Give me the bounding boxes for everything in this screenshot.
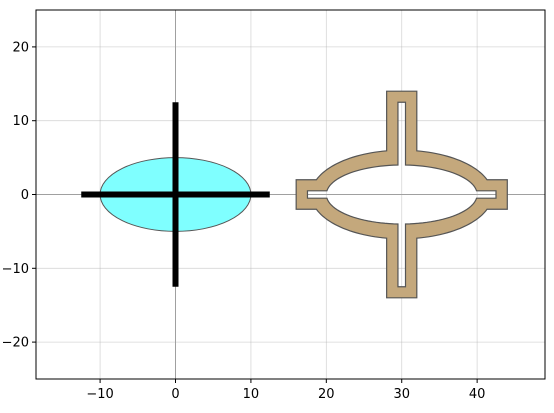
y-tick-label: 10 [12,114,29,129]
x-tick-label: 10 [243,387,260,402]
x-tick-label: −10 [86,387,113,402]
y-tick-label: 0 [21,188,29,203]
axis-ticks: −10 0 10 20 30 40 −20 −10 0 10 20 [2,40,486,402]
x-tick-label: 0 [171,387,179,402]
x-tick-label: 20 [318,387,335,402]
plot-area [36,10,545,379]
tan-ring-shape [295,90,508,299]
y-tick-label: 20 [12,40,29,55]
x-tick-label: 30 [393,387,410,402]
y-tick-label: −10 [2,262,29,277]
y-tick-label: −20 [2,336,29,351]
x-tick-label: 40 [469,387,486,402]
